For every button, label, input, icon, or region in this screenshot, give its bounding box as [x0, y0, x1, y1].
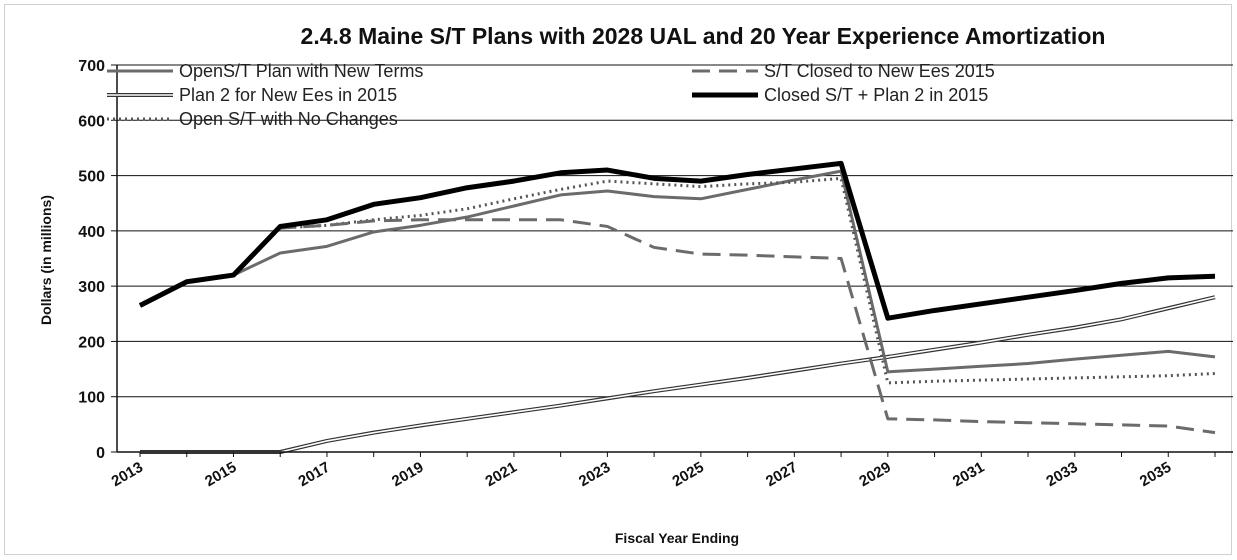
legend-label: Plan 2 for New Ees in 2015	[179, 85, 397, 105]
y-tick-labels: 0 100 200 300 400 500 600 700	[78, 58, 105, 462]
legend-label: S/T Closed to New Ees 2015	[764, 61, 995, 81]
legend-label: Open S/T with No Changes	[179, 109, 398, 129]
x-tick-label: 2013	[109, 459, 146, 490]
chart-title: 2.4.8 Maine S/T Plans with 2028 UAL and …	[301, 23, 1106, 49]
y-tick-label: 200	[78, 334, 105, 351]
legend-item-closed-s-t-plan-2-in-2015: Closed S/T + Plan 2 in 2015	[692, 85, 988, 105]
series-line-inner-plan-2-for-new-ees-in-2015	[140, 296, 1216, 453]
x-tick-label: 2021	[483, 459, 520, 490]
legend-item-s-t-closed-to-new-ees-2015: S/T Closed to New Ees 2015	[692, 61, 995, 81]
x-tick-label: 2019	[389, 459, 426, 490]
gridlines	[117, 64, 1233, 398]
series-lines	[138, 160, 1216, 454]
series-line-open-s-t-with-no-changes	[139, 176, 1216, 385]
x-tick-label: 2025	[669, 459, 706, 490]
axes	[111, 64, 1233, 457]
legend-label: OpenS/T Plan with New Terms	[179, 61, 423, 81]
legend-item-open-s-t-with-no-changes: Open S/T with No Changes	[107, 109, 398, 129]
series-line-opens-t-plan-with-new-terms	[139, 169, 1216, 374]
x-tick-label: 2029	[856, 459, 893, 490]
series-line-s-t-closed-to-new-ees-2015	[139, 218, 1216, 435]
x-tick-label: 2023	[576, 459, 613, 490]
x-tick-label: 2031	[950, 459, 987, 490]
y-tick-label: 400	[78, 224, 105, 241]
x-tick-label: 2015	[202, 459, 239, 490]
legend-item-plan-2-for-new-ees-in-2015: Plan 2 for New Ees in 2015	[107, 85, 397, 105]
y-tick-label: 700	[78, 58, 105, 75]
chart-frame: 2.4.8 Maine S/T Plans with 2028 UAL and …	[4, 4, 1233, 555]
legend-item-opens-t-plan-with-new-terms: OpenS/T Plan with New Terms	[107, 61, 423, 81]
series-line-closed-s-t-plan-2-in-2015	[138, 160, 1216, 321]
legend: OpenS/T Plan with New Terms S/T Closed to…	[107, 61, 995, 129]
line-chart: 2.4.8 Maine S/T Plans with 2028 UAL and …	[38, 23, 1233, 546]
x-tick-label: 2035	[1137, 459, 1174, 490]
y-tick-label: 600	[78, 113, 105, 130]
y-tick-label: 500	[78, 169, 105, 186]
y-tick-label: 100	[78, 390, 105, 407]
legend-label: Closed S/T + Plan 2 in 2015	[764, 85, 988, 105]
x-axis-label: Fiscal Year Ending	[615, 530, 739, 546]
x-tick-label: 2027	[763, 459, 800, 490]
x-tick-label: 2033	[1043, 459, 1080, 490]
x-tick-labels: 2013 2015 2017 2019 2021 2023 2025 2027 2029 2031…	[109, 459, 1175, 490]
series-line-plan-2-for-new-ees-in-2015	[140, 295, 1216, 454]
y-axis-label: Dollars (in millions)	[38, 195, 54, 325]
y-tick-label: 300	[78, 279, 105, 296]
y-tick-label: 0	[96, 445, 105, 462]
x-tick-label: 2017	[296, 459, 333, 490]
